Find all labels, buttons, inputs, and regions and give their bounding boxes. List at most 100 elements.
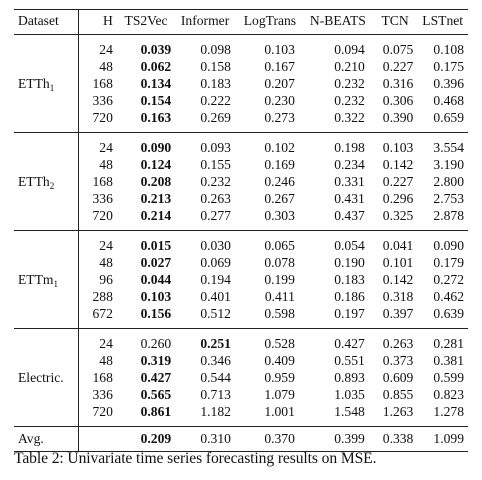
average-value-cell: 0.209 [118, 426, 174, 452]
dataset-name: ETTm [18, 272, 54, 287]
value-cell: 0.103 [140, 289, 172, 304]
dataset-cell [14, 156, 79, 173]
value-cell: 0.044 [140, 272, 172, 287]
table-row: 288 0.103 0.401 0.411 0.186 0.318 0.462 [14, 288, 468, 305]
header-dataset: Dataset [14, 9, 79, 35]
value-cell: 3.554 [433, 140, 464, 155]
value-cell: 0.322 [302, 109, 373, 133]
value-cell: 0.427 [140, 370, 172, 385]
value-cell: 0.263 [382, 336, 414, 351]
dataset-group: 24 0.090 0.093 0.102 0.198 0.103 3.554 48 0.124 0… [14, 132, 468, 231]
value-cell: 0.158 [200, 59, 231, 74]
table-row: 672 0.156 0.512 0.598 0.197 0.397 0.639 [14, 305, 468, 329]
average-value-cell: 0.370 [236, 426, 303, 452]
table-row: 336 0.213 0.263 0.267 0.431 0.296 2.753 [14, 190, 468, 207]
value-cell: 2.753 [433, 191, 464, 206]
value-cell: 0.855 [382, 387, 414, 402]
value-cell: 0.431 [334, 191, 365, 206]
value-cell: 0.269 [173, 109, 237, 133]
dataset-group: 24 0.260 0.251 0.528 0.427 0.263 0.281 48 0.319 0… [14, 328, 468, 427]
value-cell: 1.278 [417, 403, 468, 427]
horizon-cell: 24 [99, 42, 113, 57]
value-cell: 0.823 [433, 387, 464, 402]
value-cell: 2.800 [433, 174, 464, 189]
value-cell: 0.094 [334, 42, 365, 57]
value-cell: 1.182 [173, 403, 237, 427]
value-cell: 0.041 [382, 238, 414, 253]
value-cell: 0.468 [433, 93, 464, 108]
table-row: 24 0.260 0.251 0.528 0.427 0.263 0.281 [14, 328, 468, 352]
horizon-cell: 336 [92, 387, 113, 402]
value-cell: 0.134 [140, 76, 172, 91]
value-cell: 0.551 [334, 353, 365, 368]
dataset-cell [14, 403, 79, 427]
value-cell: 0.409 [264, 353, 295, 368]
dataset-cell: ETTh2 [14, 173, 79, 191]
value-cell: 0.198 [334, 140, 365, 155]
dataset-cell [14, 305, 79, 329]
value-cell: 0.210 [334, 59, 365, 74]
value-cell: 0.207 [264, 76, 295, 91]
table-row: ETTh2 168 0.208 0.232 0.246 0.331 0.227 2.800 [14, 173, 468, 191]
value-cell: 1.079 [264, 387, 295, 402]
value-cell: 0.277 [173, 207, 237, 231]
value-cell: 0.078 [264, 255, 295, 270]
value-cell: 0.609 [382, 370, 414, 385]
dataset-cell: ETTh1 [14, 75, 79, 93]
dataset-cell [14, 190, 79, 207]
horizon-cell: 96 [99, 272, 113, 287]
horizon-cell: 168 [92, 76, 113, 91]
value-cell: 0.065 [264, 238, 295, 253]
value-cell: 0.098 [200, 42, 231, 57]
horizon-cell: 168 [92, 370, 113, 385]
horizon-cell: 48 [99, 255, 113, 270]
value-cell: 0.528 [264, 336, 295, 351]
value-cell: 0.167 [264, 59, 295, 74]
horizon-cell: 48 [99, 353, 113, 368]
value-cell: 0.381 [433, 353, 464, 368]
value-cell: 1.001 [236, 403, 303, 427]
dataset-cell [14, 288, 79, 305]
average-row: Avg. 0.209 0.310 0.370 0.399 0.338 1.099 [14, 426, 468, 452]
value-cell: 0.861 [118, 403, 174, 427]
header-tcn: TCN [372, 9, 418, 35]
dataset-cell [14, 132, 79, 156]
value-cell: 0.102 [264, 140, 295, 155]
table-row: 48 0.124 0.155 0.169 0.234 0.142 3.190 [14, 156, 468, 173]
dataset-cell [14, 230, 79, 254]
dataset-cell [14, 34, 79, 58]
value-cell: 0.565 [140, 387, 172, 402]
table-row: 336 0.154 0.222 0.230 0.232 0.306 0.468 [14, 92, 468, 109]
table-caption: Table 2: Univariate time series forecast… [14, 450, 377, 467]
value-cell: 0.163 [118, 109, 174, 133]
value-cell: 0.281 [433, 336, 464, 351]
horizon-cell: 288 [92, 289, 113, 304]
value-cell: 0.093 [200, 140, 231, 155]
value-cell: 0.169 [264, 157, 295, 172]
horizon-cell: 24 [99, 140, 113, 155]
horizon-cell: 336 [92, 191, 113, 206]
value-cell: 0.272 [433, 272, 464, 287]
value-cell: 0.303 [236, 207, 303, 231]
value-cell: 0.227 [382, 174, 414, 189]
table-row: ETTm1 96 0.044 0.194 0.199 0.183 0.142 0.272 [14, 271, 468, 289]
value-cell: 0.232 [200, 174, 231, 189]
value-cell: 0.390 [372, 109, 418, 133]
value-cell: 0.090 [140, 140, 172, 155]
value-cell: 0.103 [264, 42, 295, 57]
average-horizon-cell [78, 426, 119, 452]
value-cell: 0.318 [382, 289, 414, 304]
results-table: Dataset H TS2Vec Informer LogTrans N-BEA… [14, 9, 468, 452]
header-ts2vec: TS2Vec [118, 9, 174, 35]
table-row: 24 0.039 0.098 0.103 0.094 0.075 0.108 [14, 34, 468, 58]
value-cell: 0.411 [264, 289, 295, 304]
value-cell: 0.462 [433, 289, 464, 304]
table-row: 48 0.319 0.346 0.409 0.551 0.373 0.381 [14, 352, 468, 369]
value-cell: 0.227 [382, 59, 414, 74]
horizon-cell: 24 [99, 336, 113, 351]
value-cell: 0.156 [118, 305, 174, 329]
value-cell: 0.232 [334, 76, 365, 91]
header-logtrans: LogTrans [236, 9, 303, 35]
value-cell: 0.214 [118, 207, 174, 231]
table-row: 24 0.015 0.030 0.065 0.054 0.041 0.090 [14, 230, 468, 254]
